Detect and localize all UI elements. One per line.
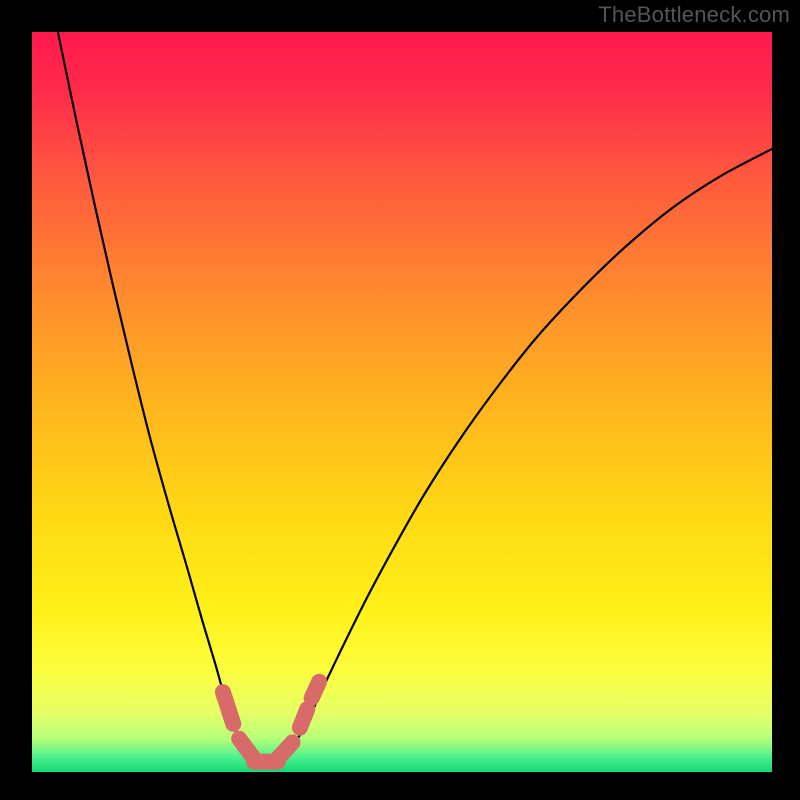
marker-segment [278,742,293,758]
marker-segment [223,692,233,724]
marker-segment [312,682,319,698]
marker-segment [300,709,307,728]
bottleneck-curve-chart [0,0,800,800]
watermark-text: TheBottleneck.com [598,2,790,28]
plot-background [32,32,772,772]
